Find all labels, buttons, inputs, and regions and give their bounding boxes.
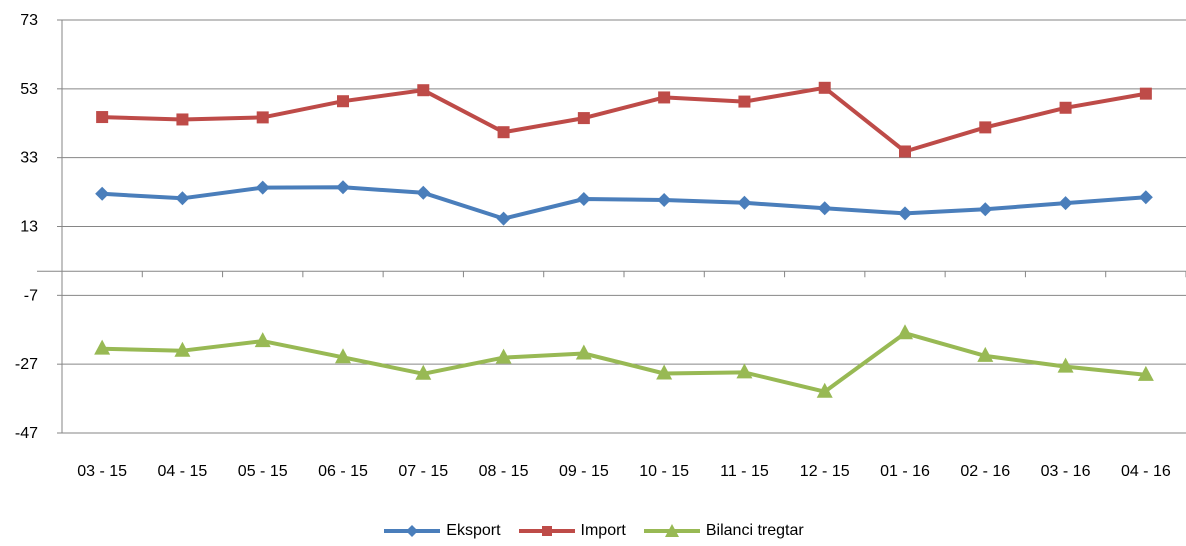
data-point <box>1138 190 1153 205</box>
data-point <box>416 185 431 200</box>
legend-item-bilanci-tregtar: Bilanci tregtar <box>642 522 804 540</box>
square-marker-icon <box>518 526 575 536</box>
data-point <box>417 84 430 97</box>
data-point <box>174 341 191 357</box>
series-lines <box>94 81 1154 398</box>
data-point <box>736 363 753 379</box>
data-point <box>256 111 269 124</box>
y-tick-label: -7 <box>24 287 38 304</box>
data-point <box>1139 87 1152 100</box>
data-point <box>495 348 512 364</box>
data-point <box>415 364 432 380</box>
y-tick-label: 13 <box>20 219 38 236</box>
data-point <box>898 206 912 221</box>
legend-label: Eksport <box>446 522 501 539</box>
data-point <box>176 113 189 126</box>
data-point <box>336 180 350 195</box>
legend-item-import: Import <box>517 522 626 540</box>
x-tick-label: 12 - 15 <box>800 463 850 480</box>
data-point <box>658 91 671 104</box>
data-point <box>94 339 111 355</box>
data-point <box>95 186 110 201</box>
data-point <box>254 332 271 348</box>
axis-labels: 73 53 33 13 -7 -27 -47 03 - 15 04 - 15 05 - 15 06 … <box>15 12 1171 480</box>
y-tick-label: 53 <box>20 81 38 98</box>
x-tick-label: 11 - 15 <box>720 463 769 480</box>
data-point <box>657 192 672 207</box>
data-point <box>496 211 511 226</box>
axes <box>37 19 1186 434</box>
x-tick-label: 07 - 15 <box>398 463 448 480</box>
data-point <box>1059 101 1072 114</box>
data-point <box>1058 196 1073 211</box>
x-tick-label: 03 - 15 <box>77 463 127 480</box>
x-tick-label: 04 - 15 <box>158 463 208 480</box>
data-point <box>816 382 833 398</box>
data-point <box>255 180 270 195</box>
series-line-bilanci-tregtar <box>102 331 1147 394</box>
y-tick-label: -27 <box>15 356 38 373</box>
x-tick-label: 08 - 15 <box>479 463 529 480</box>
data-point <box>577 112 590 125</box>
x-tick-label: 09 - 15 <box>559 463 609 480</box>
data-point <box>175 191 190 206</box>
y-tick-label: 73 <box>20 12 38 29</box>
triangle-marker-icon <box>643 524 700 537</box>
data-point <box>738 95 751 108</box>
data-point <box>337 95 349 108</box>
gridlines <box>62 19 1186 434</box>
data-point <box>978 202 993 217</box>
x-tick-label: 10 - 15 <box>639 463 689 480</box>
data-point <box>979 121 992 134</box>
x-tick-label: 06 - 15 <box>318 463 368 480</box>
data-point <box>899 145 911 158</box>
data-point <box>977 346 994 362</box>
data-point <box>817 201 832 216</box>
data-point <box>1137 365 1154 381</box>
data-point <box>897 324 913 340</box>
legend-item-eksport: Eksport <box>382 522 501 540</box>
data-point <box>497 126 510 139</box>
data-point <box>335 348 351 364</box>
data-point <box>818 81 831 94</box>
diamond-marker-icon <box>384 525 441 537</box>
x-tick-label: 02 - 16 <box>960 463 1010 480</box>
legend-label: Import <box>580 522 626 539</box>
legend: Eksport Import Bilanci tregtar <box>0 522 1186 540</box>
data-point <box>656 364 673 380</box>
data-point <box>96 111 109 124</box>
data-point <box>576 191 591 206</box>
data-point <box>737 195 752 210</box>
series-line-eksport <box>101 185 1147 221</box>
x-tick-label: 01 - 16 <box>880 463 930 480</box>
x-tick-label: 03 - 16 <box>1041 463 1091 480</box>
y-tick-label: 33 <box>20 150 38 167</box>
series-line-import <box>102 85 1147 154</box>
data-point <box>1057 357 1074 373</box>
legend-label: Bilanci tregtar <box>705 522 804 539</box>
x-tick-label: 04 - 16 <box>1121 463 1171 480</box>
x-tick-label: 05 - 15 <box>238 463 288 480</box>
y-tick-label: -47 <box>15 425 38 442</box>
data-point <box>575 344 592 360</box>
